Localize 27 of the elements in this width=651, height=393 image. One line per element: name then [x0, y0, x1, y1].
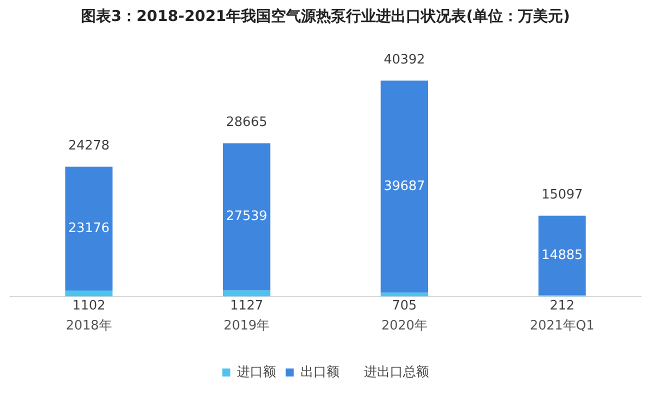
data-label: 14885 — [541, 248, 583, 263]
total-label: 28665 — [226, 115, 268, 130]
bar — [222, 290, 270, 296]
total-label: 24278 — [68, 138, 110, 154]
data-label: 39687 — [384, 179, 426, 194]
total-label: 15097 — [541, 188, 583, 203]
bar — [380, 80, 428, 293]
bar — [65, 166, 113, 291]
bar — [222, 143, 270, 290]
total-label: 40392 — [384, 52, 426, 68]
legend-label: 进口额 — [236, 364, 276, 380]
x-tick-label: 2020年 — [381, 318, 428, 334]
data-label: 212 — [550, 298, 575, 314]
data-label: 23176 — [68, 220, 110, 236]
x-tick-label: 2019年 — [224, 318, 270, 334]
data-label: 705 — [392, 298, 417, 314]
x-tick-label: 2021年Q1 — [530, 318, 594, 334]
bar — [65, 290, 113, 296]
data-label: 1127 — [230, 298, 264, 314]
legend-label: 出口额 — [300, 364, 340, 380]
chart-title: 图表3：2018-2021年我国空气源热泵行业进出口状况表(单位：万美元) — [81, 6, 570, 25]
bar — [380, 292, 428, 296]
data-label: 27539 — [226, 209, 268, 224]
x-tick-label: 2018年 — [66, 318, 112, 334]
data-label: 1102 — [72, 298, 106, 314]
bar — [538, 216, 586, 296]
text: 进出口总额 — [364, 364, 429, 380]
